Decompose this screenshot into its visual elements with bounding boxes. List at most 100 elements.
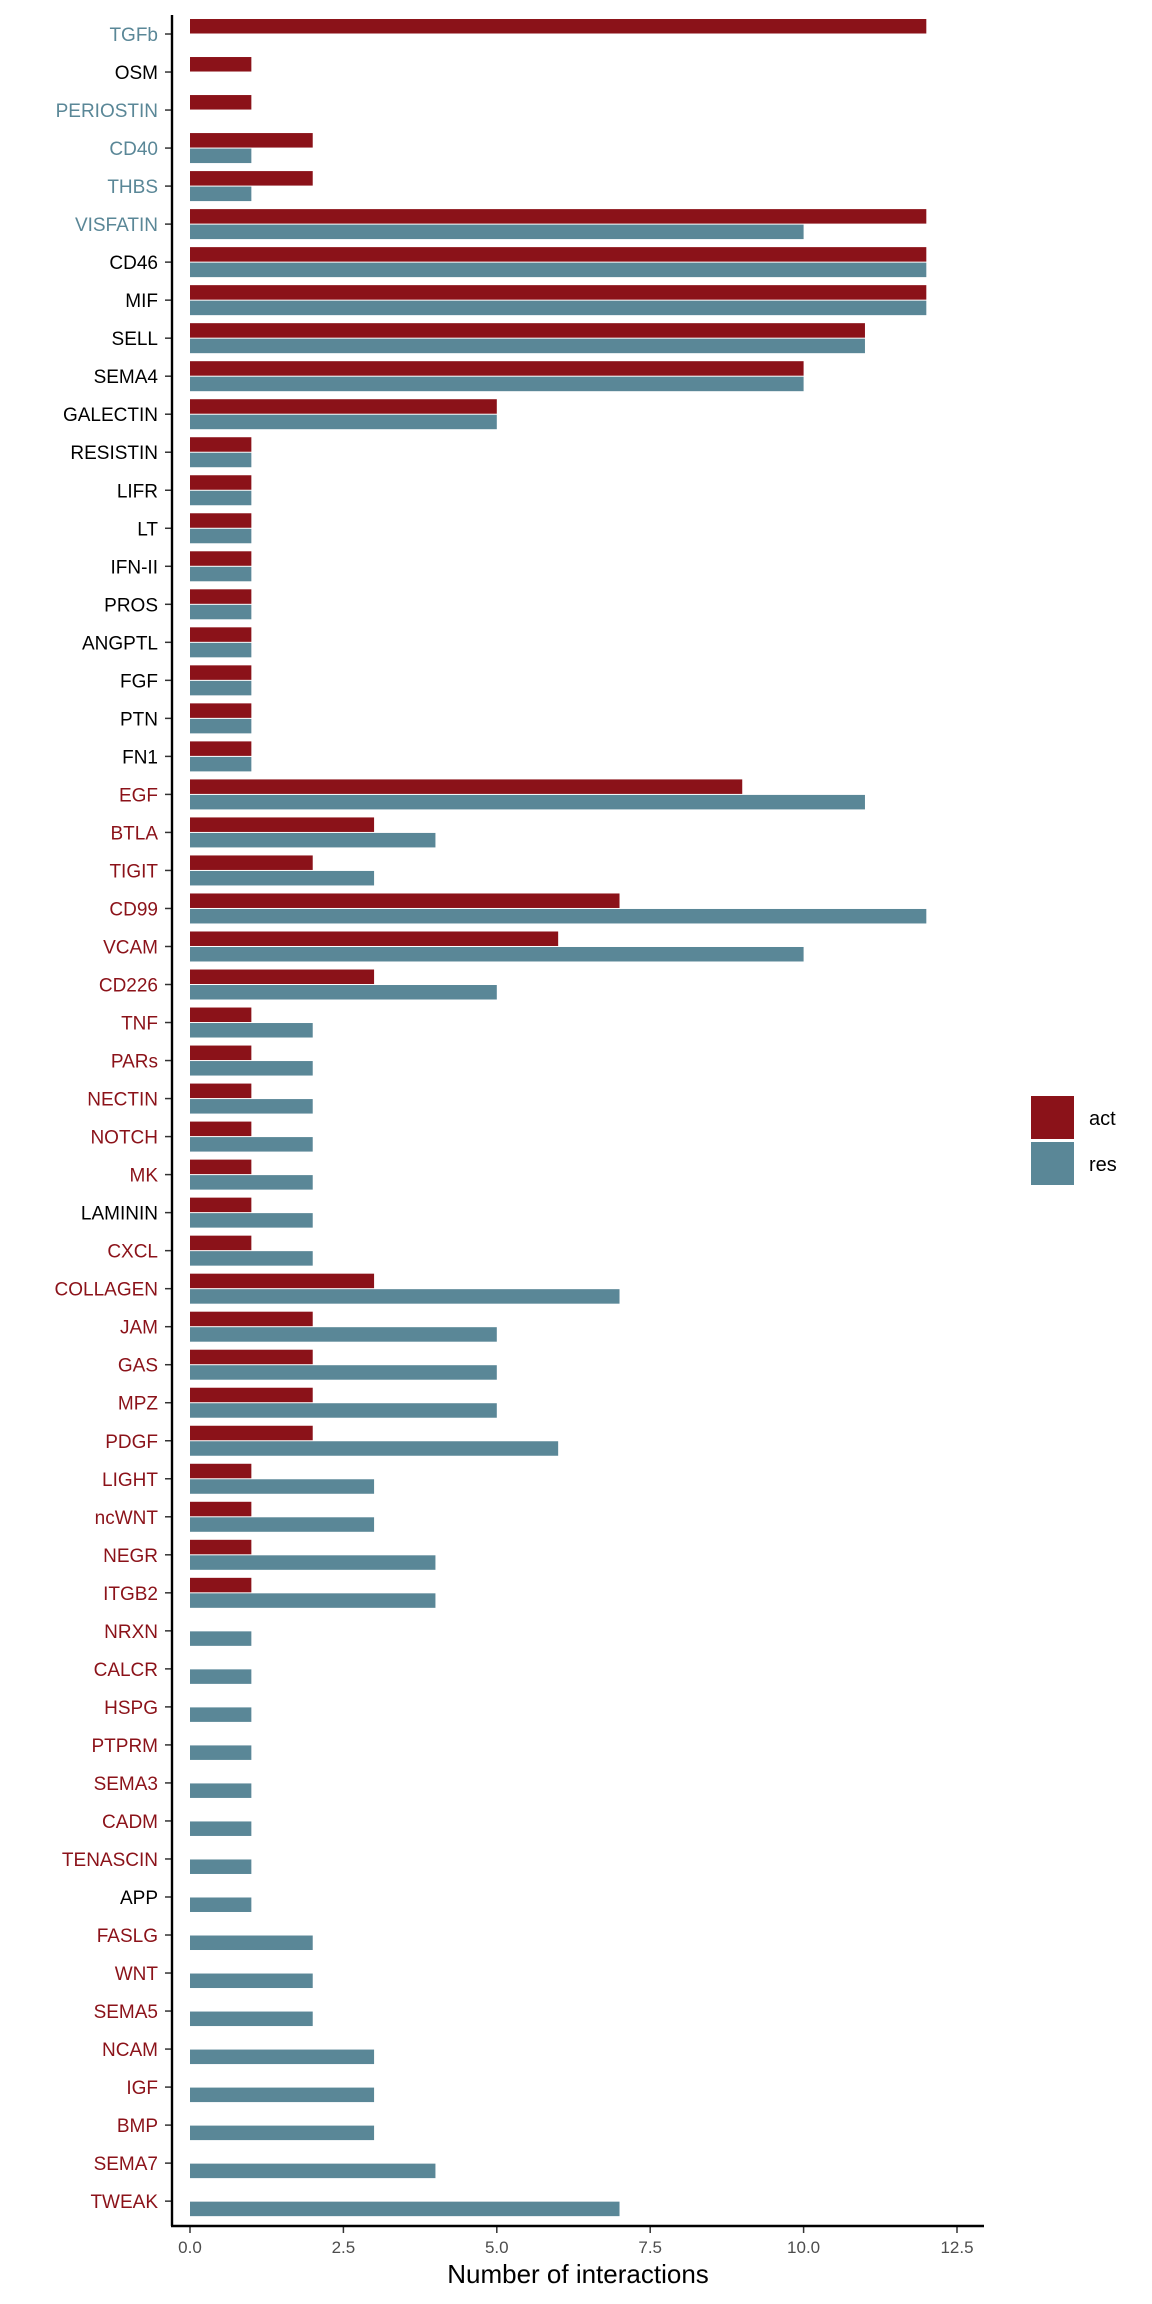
- bars-layer: [190, 19, 927, 2217]
- category-label-itgb2: ITGB2: [103, 1584, 158, 1605]
- bar-res-ncwnt: [190, 1517, 375, 1532]
- bar-res-angptl: [190, 642, 252, 658]
- bar-act-galectin: [190, 399, 497, 414]
- category-label-fn1: FN1: [122, 747, 158, 768]
- bar-res-nrxn: [190, 1631, 252, 1646]
- category-label-tgfb: TGFb: [109, 25, 158, 46]
- category-label-jam: JAM: [120, 1318, 158, 1339]
- bar-act-mk: [190, 1159, 252, 1175]
- bar-res-lifr: [190, 490, 252, 506]
- x-tick-label: 10.0: [787, 2238, 820, 2257]
- bar-act-jam: [190, 1311, 313, 1327]
- category-label-mif: MIF: [125, 291, 158, 312]
- x-axis-title: Number of interactions: [447, 2259, 709, 2289]
- bar-res-sema3: [190, 1783, 252, 1798]
- bar-act-lifr: [190, 475, 252, 490]
- bar-act-btla: [190, 817, 375, 832]
- bar-res-cd226: [190, 985, 497, 1000]
- bar-act-cd40: [190, 133, 313, 148]
- category-label-sema3: SEMA3: [94, 1774, 158, 1795]
- bar-res-pros: [190, 604, 252, 620]
- category-label-galectin: GALECTIN: [63, 405, 158, 426]
- bar-res-cd99: [190, 908, 927, 924]
- category-label-collagen: COLLAGEN: [55, 1280, 158, 1301]
- legend-label-res: res: [1089, 1154, 1117, 1176]
- category-label-periostin: PERIOSTIN: [56, 101, 158, 122]
- bar-res-ptn: [190, 718, 252, 734]
- category-label-ncam: NCAM: [102, 2040, 158, 2061]
- category-label-calcr: CALCR: [94, 1660, 158, 1681]
- bar-res-app: [190, 1897, 252, 1912]
- x-tick-label: 0.0: [178, 2238, 202, 2257]
- legend-key-res: [1031, 1142, 1074, 1185]
- category-label-cadm: CADM: [102, 1812, 158, 1833]
- category-label-sema7: SEMA7: [94, 2154, 158, 2175]
- bar-act-laminin: [190, 1197, 252, 1213]
- bar-res-ncam: [190, 2049, 375, 2065]
- bar-res-galectin: [190, 414, 497, 430]
- bar-res-pdgf: [190, 1441, 559, 1456]
- bar-res-sema5: [190, 2011, 313, 2027]
- category-label-mk: MK: [130, 1166, 159, 1187]
- bar-act-ncwnt: [190, 1501, 252, 1517]
- bar-res-vcam: [190, 946, 804, 962]
- bar-res-thbs: [190, 186, 252, 202]
- bar-act-visfatin: [190, 209, 927, 224]
- bar-act-osm: [190, 57, 252, 72]
- bar-res-collagen: [190, 1289, 620, 1304]
- bar-res-notch: [190, 1137, 313, 1152]
- x-tick-label: 12.5: [940, 2238, 973, 2257]
- bar-act-tnf: [190, 1007, 252, 1023]
- bar-act-sell: [190, 323, 865, 338]
- bar-res-fn1: [190, 756, 252, 772]
- bar-act-tgfb: [190, 19, 927, 34]
- category-label-ifn-ii: IFN-II: [111, 557, 159, 578]
- category-label-thbs: THBS: [107, 177, 158, 198]
- bar-act-notch: [190, 1121, 252, 1137]
- bar-res-sema4: [190, 376, 804, 392]
- bar-act-cd99: [190, 893, 620, 908]
- legend: act res: [1031, 1096, 1117, 1185]
- category-label-cd99: CD99: [109, 899, 158, 920]
- category-label-tweak: TWEAK: [90, 2192, 158, 2213]
- bar-res-pars: [190, 1061, 313, 1076]
- category-label-fgf: FGF: [120, 671, 158, 692]
- bar-res-mk: [190, 1175, 313, 1190]
- bar-act-resistin: [190, 437, 252, 452]
- bar-res-cadm: [190, 1821, 252, 1836]
- category-label-btla: BTLA: [110, 823, 158, 844]
- legend-key-act: [1031, 1096, 1074, 1139]
- x-tick-label: 7.5: [638, 2238, 662, 2257]
- category-label-ptn: PTN: [120, 709, 158, 730]
- bar-act-pros: [190, 589, 252, 604]
- category-label-lifr: LIFR: [117, 481, 158, 502]
- bar-res-ifn-ii: [190, 566, 252, 582]
- bar-act-fgf: [190, 665, 252, 680]
- category-label-gas: GAS: [118, 1356, 158, 1377]
- category-label-ptprm: PTPRM: [92, 1736, 159, 1757]
- bar-res-sell: [190, 338, 865, 354]
- category-label-faslg: FASLG: [97, 1926, 158, 1947]
- bar-act-angptl: [190, 627, 252, 642]
- bar-res-jam: [190, 1327, 497, 1342]
- category-label-app: APP: [120, 1888, 158, 1909]
- bar-act-pars: [190, 1045, 252, 1061]
- bar-res-nectin: [190, 1099, 313, 1114]
- bar-res-resistin: [190, 452, 252, 468]
- bar-res-ptprm: [190, 1745, 252, 1760]
- category-label-angptl: ANGPTL: [82, 633, 158, 654]
- category-label-wnt: WNT: [115, 1964, 159, 1985]
- bar-act-ifn-ii: [190, 551, 252, 566]
- bar-act-collagen: [190, 1273, 375, 1289]
- bar-act-mpz: [190, 1387, 313, 1403]
- bar-res-cxcl: [190, 1251, 313, 1266]
- category-label-bmp: BMP: [117, 2116, 158, 2137]
- bar-res-mif: [190, 300, 927, 316]
- bar-res-negr: [190, 1555, 436, 1570]
- category-label-notch: NOTCH: [90, 1128, 158, 1149]
- category-label-tnf: TNF: [121, 1014, 158, 1035]
- bar-act-egf: [190, 779, 743, 794]
- category-labels: TGFb OSM PERIOSTIN CD40 THBS VISFATIN CD46 MIF S…: [55, 25, 172, 2213]
- bar-res-btla: [190, 832, 436, 848]
- category-label-ncwnt: ncWNT: [95, 1508, 159, 1529]
